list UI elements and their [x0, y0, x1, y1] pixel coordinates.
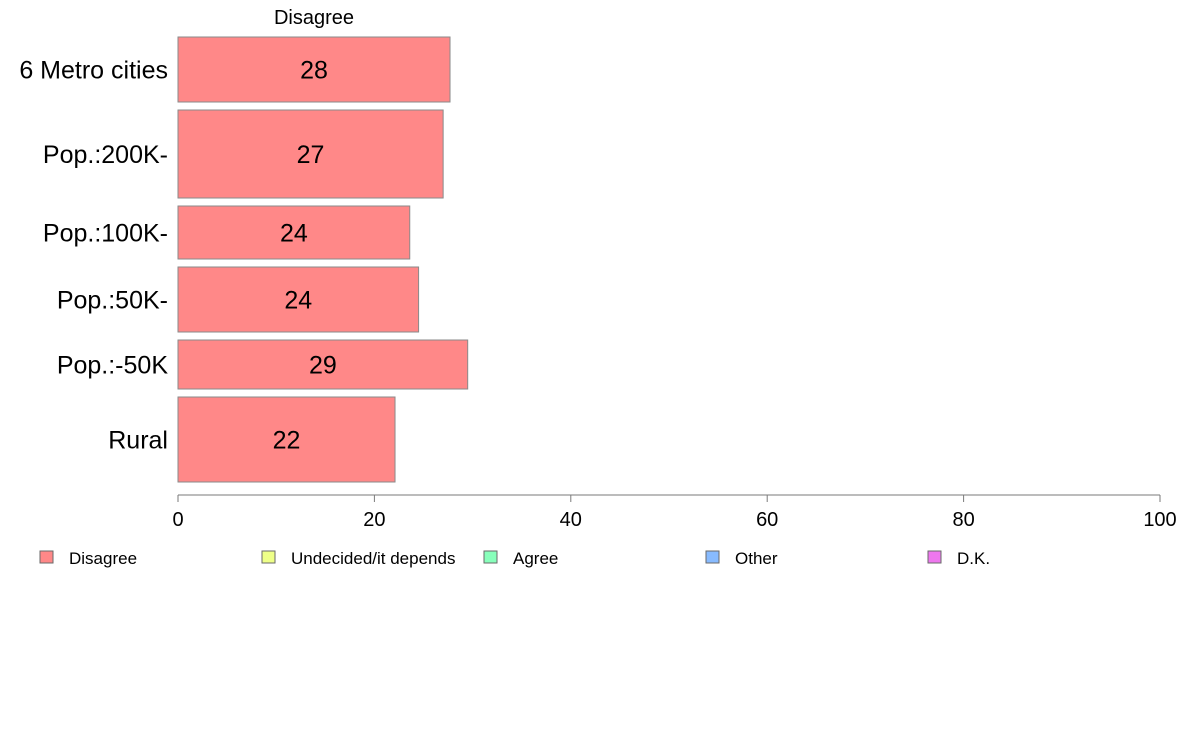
legend-label: D.K.: [957, 549, 990, 568]
value-labels: 28 27 24 24 29 22: [273, 57, 337, 455]
x-tick-label: 20: [363, 509, 385, 531]
category-label: Pop.:100K-: [43, 220, 168, 248]
legend-label: Other: [735, 549, 778, 568]
bar-value-label: 24: [280, 220, 308, 248]
legend: Disagree Undecided/it depends Agree Other D.…: [39, 549, 990, 568]
bars-layer: [177, 36, 469, 483]
category-label: Rural: [108, 427, 168, 455]
bar-value-label: 24: [284, 287, 312, 315]
category-label: Pop.:-50K: [57, 352, 169, 380]
bar: [177, 205, 411, 260]
bar: [177, 339, 469, 390]
x-tick-label: 80: [952, 509, 974, 531]
bar: [177, 396, 396, 483]
bar: [177, 36, 451, 103]
legend-label: Undecided/it depends: [291, 549, 455, 568]
bar-value-label: 27: [297, 141, 325, 169]
bar: [177, 266, 420, 333]
x-tick-label: 0: [172, 509, 183, 531]
x-tick-label: 60: [756, 509, 778, 531]
legend-swatch: [261, 550, 276, 564]
x-tick-label: 40: [560, 509, 582, 531]
legend-swatch: [927, 550, 942, 564]
category-labels: 6 Metro cities Pop.:200K- Pop.:100K- Pop.:5…: [19, 57, 168, 455]
bar-value-label: 28: [300, 57, 328, 85]
category-label: Pop.:50K-: [57, 287, 168, 315]
bar-value-label: 29: [309, 352, 337, 380]
legend-label: Disagree: [69, 549, 137, 568]
bar: [177, 109, 444, 199]
x-tick-label: 100: [1143, 509, 1176, 531]
legend-swatch: [705, 550, 720, 564]
legend-swatch: [39, 550, 54, 564]
x-axis: 0 20 40 60 80 100: [172, 494, 1177, 531]
category-label: 6 Metro cities: [19, 57, 168, 85]
legend-label: Agree: [513, 549, 558, 568]
bar-value-label: 22: [273, 427, 301, 455]
category-label: Pop.:200K-: [43, 141, 168, 169]
legend-swatch: [483, 550, 498, 564]
series-header: Disagree: [274, 7, 354, 29]
